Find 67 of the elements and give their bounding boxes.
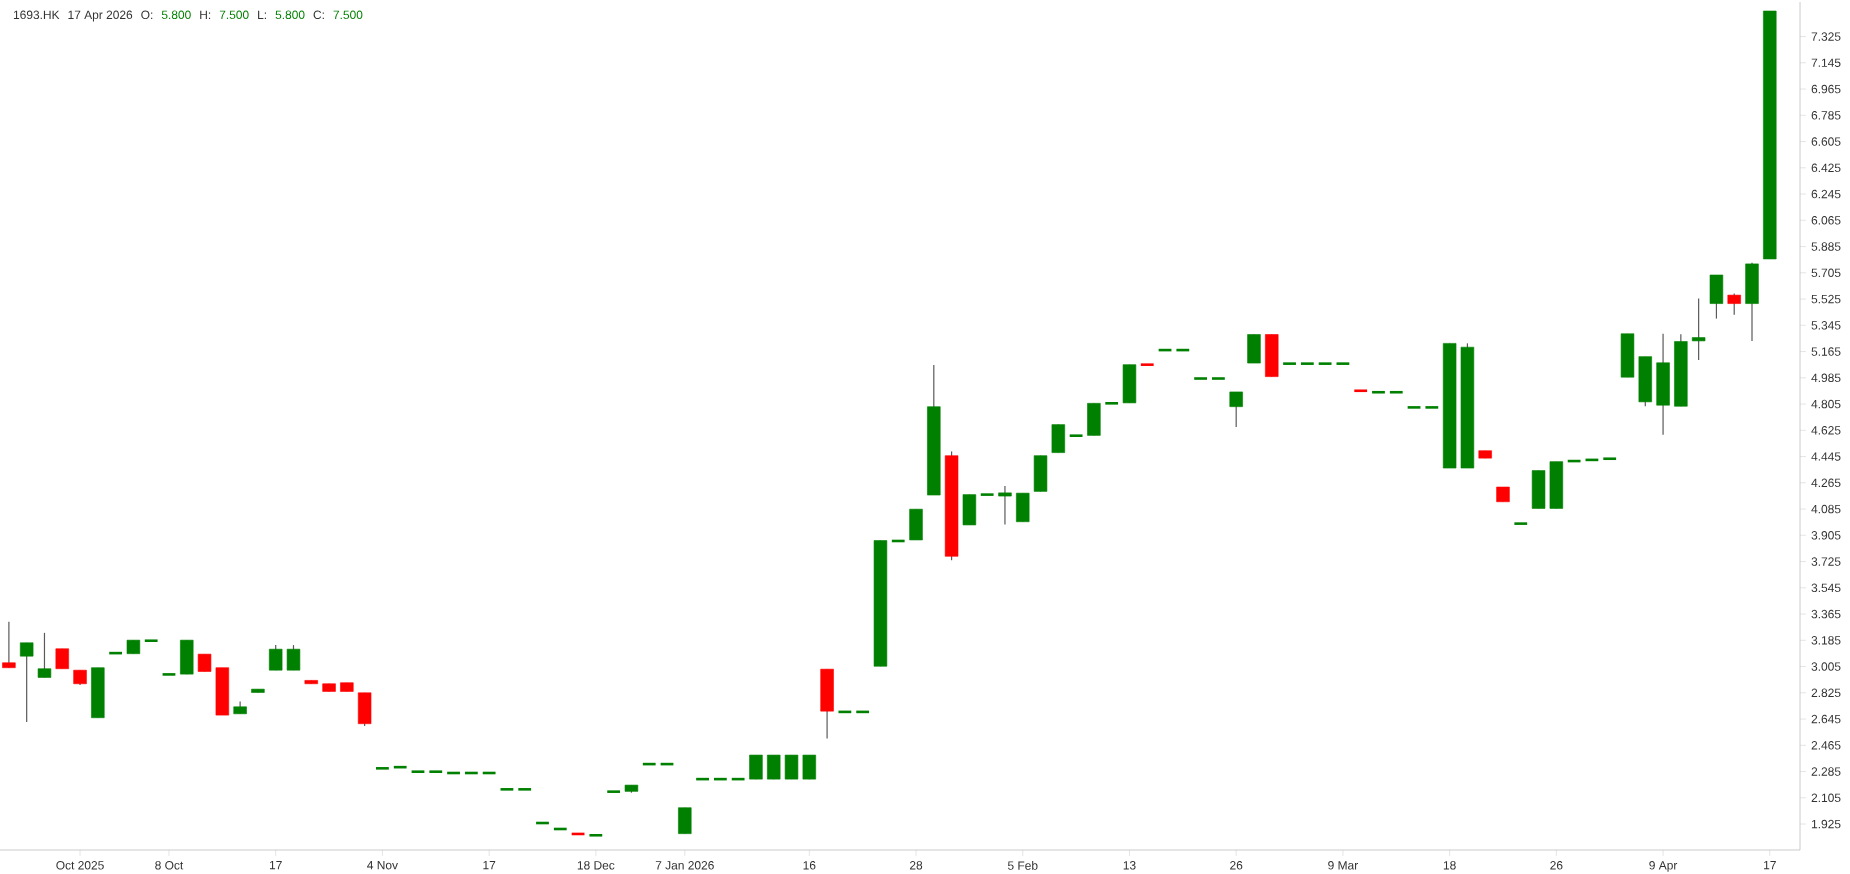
x-tick-label: 17 [483, 861, 496, 870]
annotation: 7.500 [219, 10, 249, 20]
candlestick [1691, 297, 1706, 361]
annotation: 7.500 [333, 10, 363, 20]
candlestick [998, 485, 1012, 526]
candlestick [2, 621, 16, 669]
annotation: 5.800 [275, 10, 305, 20]
annotation: C: [313, 10, 324, 20]
x-tick-label: 17 [1764, 861, 1776, 870]
x-tick-label: 26 [1230, 861, 1243, 870]
y-tick-label: 1.925 [1811, 819, 1841, 829]
y-tick-label: 6.785 [1811, 111, 1841, 120]
y-tick-label: 2.825 [1811, 688, 1841, 698]
candlestick [55, 648, 69, 670]
y-tick-label: 5.705 [1811, 268, 1841, 278]
annotation: H: [200, 10, 211, 19]
y-tick-label: 2.465 [1811, 741, 1841, 750]
candlestick [1229, 391, 1243, 428]
y-tick-label: 4.085 [1811, 504, 1841, 514]
y-tick-label: 6.965 [1811, 84, 1841, 94]
x-tick-label: Oct 2025 [56, 861, 104, 870]
y-tick-label: 5.885 [1811, 242, 1841, 251]
candlestick [37, 632, 52, 679]
x-tick-label: 13 [1123, 861, 1136, 870]
y-tick-label: 4.985 [1811, 373, 1841, 383]
y-tick-label: 7.325 [1811, 32, 1841, 41]
candlestick [19, 642, 34, 723]
y-tick-label: 4.625 [1811, 426, 1841, 435]
text: 1693.HK [13, 10, 60, 20]
y-tick-label: 6.605 [1811, 137, 1841, 146]
y-tick-label: 3.005 [1811, 662, 1841, 671]
annotation: 17 Apr 2026 [68, 10, 133, 22]
x-tick-label: 5 Feb [1007, 861, 1038, 870]
x-tick-label: 9 Mar [1328, 861, 1358, 870]
y-tick-label: 6.245 [1811, 189, 1841, 199]
annotation: L: [258, 10, 266, 19]
y-tick-label: 5.525 [1811, 294, 1841, 304]
y-tick-label: 3.905 [1811, 531, 1841, 540]
y-tick-label: 3.365 [1811, 609, 1841, 619]
x-tick-label: 18 Dec [577, 861, 615, 870]
y-tick-label: 6.065 [1811, 216, 1841, 225]
y-tick-label: 3.725 [1811, 557, 1841, 566]
y-tick-label: 5.165 [1811, 347, 1841, 356]
y-tick-label: 6.425 [1811, 163, 1841, 173]
x-tick-label: 4 Nov [367, 861, 398, 870]
y-tick-label: 3.545 [1811, 583, 1841, 593]
x-tick-label: 9 Apr [1649, 861, 1678, 872]
y-tick-label: 2.285 [1811, 767, 1841, 776]
x-tick-label: 26 [1550, 861, 1563, 870]
y-tick-label: 5.345 [1811, 321, 1841, 330]
y-tick-label: 4.265 [1811, 478, 1841, 488]
x-tick-label: 16 [803, 861, 816, 870]
y-tick-label: 4.805 [1811, 399, 1841, 409]
x-tick-label: 17 [269, 861, 282, 870]
candlestick [286, 644, 301, 671]
candlestick [268, 644, 283, 671]
y-tick-label: 2.645 [1811, 714, 1841, 724]
x-tick-label: 18 [1443, 861, 1456, 870]
x-tick-label: 28 [909, 861, 923, 870]
x-tick-label: 8 Oct [155, 861, 184, 870]
annotation: 5.800 [161, 10, 191, 20]
y-tick-label: 7.145 [1811, 58, 1841, 67]
annotation: O: [141, 10, 153, 20]
y-tick-label: 2.105 [1811, 793, 1841, 803]
x-tick-label: 7 Jan 2026 [655, 861, 714, 870]
y-tick-label: 4.445 [1811, 452, 1841, 461]
y-tick-label: 3.185 [1811, 636, 1841, 645]
